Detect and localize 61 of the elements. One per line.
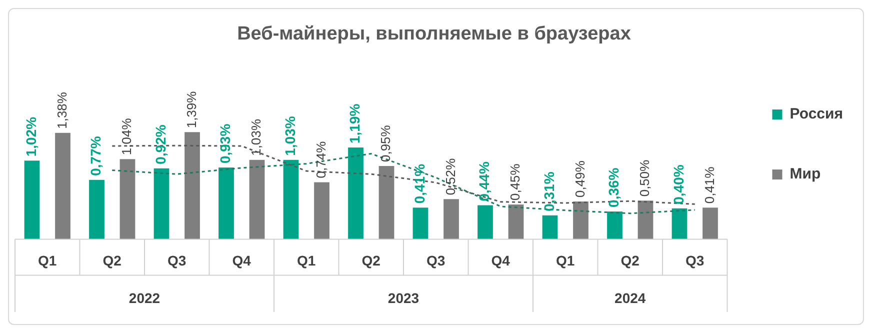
data-label: 0,95% — [378, 124, 394, 162]
legend-label: Мир — [790, 166, 821, 183]
x-tick-label: Q4 — [232, 252, 252, 268]
x-tick-label: Q3 — [686, 252, 704, 268]
x-tick-label: Q1 — [556, 252, 575, 268]
data-label: 0,49% — [572, 160, 588, 198]
x-tick-label: Q1 — [297, 252, 316, 268]
bar — [508, 204, 524, 240]
x-tick-label: Q4 — [491, 252, 510, 268]
data-label: 1,03% — [248, 118, 264, 156]
data-label: 1,19% — [346, 103, 363, 144]
bar — [24, 160, 40, 240]
data-label: 0,77% — [88, 136, 104, 176]
data-label: 0,36% — [606, 167, 622, 208]
bar — [89, 180, 104, 240]
bar — [478, 205, 493, 240]
data-label: 0,93% — [217, 123, 234, 164]
data-label: 1,04% — [119, 118, 134, 156]
bar — [542, 215, 558, 240]
x-tick-label: Q3 — [426, 252, 446, 268]
bar — [672, 208, 688, 240]
data-label: 0,50% — [637, 159, 652, 197]
x-tick-label: Q1 — [38, 252, 57, 268]
data-label: 0,92% — [152, 124, 168, 164]
data-label: 0,52% — [442, 158, 458, 196]
chart-title: Веб-майнеры, выполняемые в браузерах — [237, 24, 632, 45]
bar — [249, 160, 265, 240]
bar — [120, 159, 136, 240]
data-label: 0,31% — [540, 171, 557, 212]
bar — [218, 168, 234, 240]
bar — [702, 208, 718, 240]
bar — [348, 148, 364, 240]
data-label: 0,74% — [313, 140, 328, 178]
bar — [638, 200, 654, 240]
data-label: 1,03% — [282, 116, 298, 156]
data-label: 0,41% — [702, 166, 717, 204]
text: 2022 — [128, 290, 160, 306]
bar — [607, 211, 622, 240]
bar — [184, 132, 200, 240]
bar — [378, 166, 394, 240]
bar — [412, 208, 428, 240]
x-tick-label: Q3 — [168, 252, 186, 268]
bar — [154, 168, 170, 240]
data-label: 0,45% — [508, 163, 523, 201]
x-tick-label: Q2 — [102, 252, 122, 268]
data-label: 0,44% — [476, 161, 492, 202]
x-tick-label: Q2 — [620, 252, 640, 268]
bar — [573, 201, 588, 240]
data-label: 1,02% — [22, 116, 39, 157]
x-tick-label: Q2 — [362, 252, 381, 268]
bar — [314, 182, 330, 240]
bar — [283, 160, 299, 240]
data-label: 0,40% — [670, 164, 686, 204]
legend-label: Россия — [790, 106, 844, 123]
text: 2023 — [388, 290, 420, 306]
data-label: 0,41% — [411, 163, 428, 204]
bar — [55, 132, 70, 240]
text: 2024 — [614, 290, 646, 306]
data-label: 1,38% — [54, 92, 70, 129]
bar — [444, 199, 459, 240]
data-label: 1,39% — [184, 90, 199, 128]
